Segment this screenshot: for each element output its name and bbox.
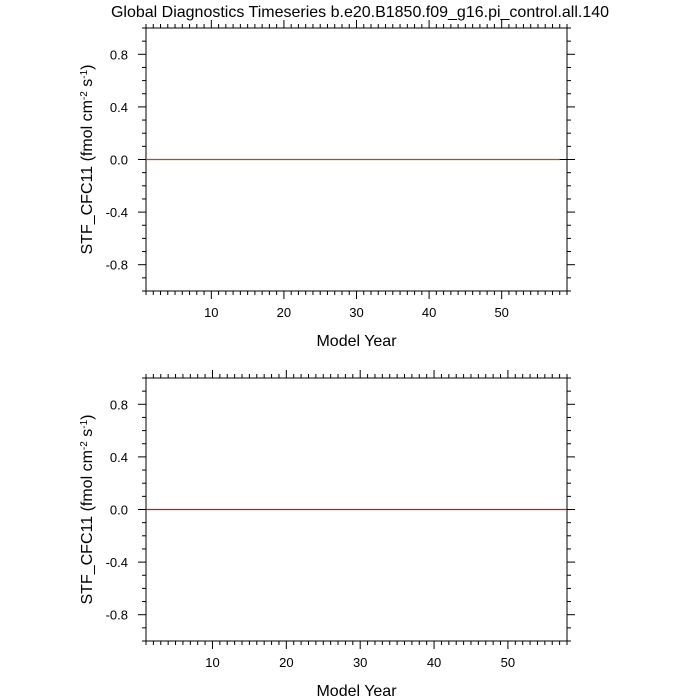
y-tick-label: -0.8: [106, 608, 128, 623]
y-axis-label: STF_CFC11 (fmol cm-2 s-1): [79, 415, 97, 605]
x-tick-label: 30: [349, 305, 363, 320]
panel-bottom: 10 20 30 40 50 -0.8 -0.4 0.0 0.4 0.8 Model Year STF…: [79, 370, 575, 700]
x-axis-label: Model Year: [316, 333, 397, 350]
x-tick-label: 50: [501, 655, 515, 670]
y-tick-label: 0.8: [110, 397, 128, 412]
figure-title: Global Diagnostics Timeseries b.e20.B185…: [111, 4, 609, 21]
y-tick-label: 0.4: [110, 100, 128, 115]
panel-top: 10 20 30 40 50 -0.8 -0.4 0.0 0.4 0.8 Model Year STF…: [79, 20, 575, 350]
y-tick-label: 0.4: [110, 450, 128, 465]
x-axis-label: Model Year: [316, 683, 397, 700]
x-tick-label: 30: [353, 655, 367, 670]
y-tick-label: 0.0: [110, 503, 128, 518]
y-tick-label: -0.4: [106, 555, 128, 570]
x-tick-label: 20: [277, 305, 291, 320]
x-tick-label: 10: [204, 305, 218, 320]
x-tick-label: 40: [427, 655, 441, 670]
y-tick-label: -0.8: [106, 258, 128, 273]
x-tick-label: 50: [494, 305, 508, 320]
y-tick-label: 0.8: [110, 47, 128, 62]
x-tick-label: 40: [422, 305, 436, 320]
x-tick-label: 10: [205, 655, 219, 670]
y-tick-label: -0.4: [106, 205, 128, 220]
y-tick-label: 0.0: [110, 153, 128, 168]
x-tick-label: 20: [279, 655, 293, 670]
y-axis-label: STF_CFC11 (fmol cm-2 s-1): [79, 65, 97, 255]
